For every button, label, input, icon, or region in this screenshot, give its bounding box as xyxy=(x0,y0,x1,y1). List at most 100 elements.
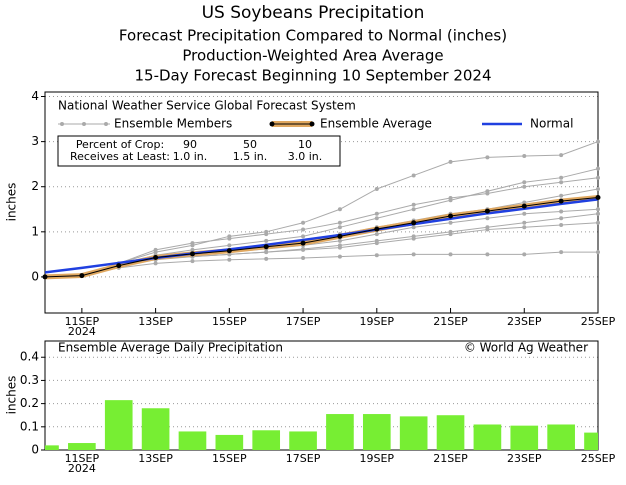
legend-swatch xyxy=(104,122,108,126)
plot-frame xyxy=(44,340,599,451)
y-tick-label: 0.4 xyxy=(20,350,39,364)
member-point xyxy=(596,250,600,255)
member-point xyxy=(485,155,490,160)
legend-label: Ensemble Members xyxy=(114,117,232,131)
bar xyxy=(45,445,59,450)
member-point xyxy=(448,195,453,200)
panel-title: Ensemble Average Daily Precipitation xyxy=(58,341,283,355)
member-point xyxy=(522,252,527,257)
member-point xyxy=(596,220,600,225)
chart-subtitle: Forecast Precipitation Compared to Norma… xyxy=(119,27,507,45)
member-point xyxy=(559,153,564,158)
legend-swatch xyxy=(269,121,275,127)
legend-swatch xyxy=(309,121,315,127)
average-point xyxy=(300,240,306,246)
chart-title: US Soybeans Precipitation xyxy=(202,3,425,23)
member-point xyxy=(264,238,269,243)
average-point xyxy=(374,226,380,232)
member-point xyxy=(301,227,306,232)
member-point xyxy=(190,259,195,264)
member-point xyxy=(596,166,600,171)
x-tick-label: 17SEP xyxy=(286,315,321,328)
bar xyxy=(178,431,207,450)
chart-subtitle: Production-Weighted Area Average xyxy=(182,47,443,65)
member-point xyxy=(411,252,416,257)
member-point xyxy=(411,202,416,207)
legend-swatch xyxy=(82,122,86,126)
member-point xyxy=(301,234,306,239)
member-point xyxy=(337,225,342,230)
bar xyxy=(510,425,539,450)
average-point xyxy=(337,233,343,239)
member-point xyxy=(227,243,232,248)
member-point xyxy=(264,232,269,237)
bar xyxy=(362,414,391,450)
member-point xyxy=(522,154,527,159)
x-tick-label: 13SEP xyxy=(138,452,173,465)
average-point xyxy=(116,263,122,269)
average-point xyxy=(153,255,159,261)
x-tick-label: 11SEP xyxy=(65,452,100,465)
x-tick-label: 17SEP xyxy=(286,452,321,465)
bar xyxy=(215,434,244,450)
member-point xyxy=(522,211,527,216)
y-tick-label: 3 xyxy=(31,134,39,148)
x-tick-label: 23SEP xyxy=(507,315,542,328)
member-point xyxy=(153,247,158,252)
average-point xyxy=(189,251,195,257)
crop-table-cell: 90 xyxy=(183,138,197,151)
average-point xyxy=(558,198,564,204)
member-point xyxy=(337,238,342,243)
member-point xyxy=(337,207,342,212)
member-point xyxy=(190,241,195,246)
x-tick-label: 15SEP xyxy=(212,315,247,328)
y-axis-label: inches xyxy=(5,183,19,222)
crop-table-cell: Percent of Crop: xyxy=(76,138,164,151)
x-tick-label: 21SEP xyxy=(433,315,468,328)
y-tick-label: 1 xyxy=(31,224,39,238)
crop-table-cell: 10 xyxy=(298,138,312,151)
member-point xyxy=(374,216,379,221)
member-point xyxy=(411,234,416,239)
member-point xyxy=(337,243,342,248)
member-point xyxy=(522,225,527,230)
legend-title: National Weather Service Global Forecast… xyxy=(58,99,356,113)
x-year-label: 2024 xyxy=(68,325,96,338)
member-point xyxy=(559,180,564,185)
member-point xyxy=(485,252,490,257)
member-point xyxy=(153,261,158,266)
bar xyxy=(399,416,428,450)
member-point xyxy=(448,229,453,234)
x-tick-label: 25SEP xyxy=(581,315,616,328)
bar xyxy=(252,430,281,450)
credit: © World Ag Weather xyxy=(464,341,588,355)
y-tick-label: 0.3 xyxy=(20,373,39,387)
line xyxy=(45,197,598,278)
member-point xyxy=(301,220,306,225)
average-point xyxy=(42,274,48,280)
member-point xyxy=(411,207,416,212)
legend-swatch xyxy=(60,122,64,126)
member-point xyxy=(485,216,490,221)
x-tick-label: 19SEP xyxy=(360,452,395,465)
member-point xyxy=(264,256,269,261)
member-point xyxy=(411,173,416,178)
bar xyxy=(326,414,354,450)
bar xyxy=(141,408,170,450)
member-point xyxy=(559,175,564,180)
member-point xyxy=(559,193,564,198)
member-point xyxy=(264,250,269,255)
x-tick-label: 23SEP xyxy=(507,452,542,465)
average-point xyxy=(263,244,269,250)
member-point xyxy=(227,252,232,257)
y-tick-label: 0 xyxy=(31,443,39,457)
crop-table-cell: 1.0 in. xyxy=(173,150,208,163)
bar xyxy=(547,424,575,450)
x-tick-label: 25SEP xyxy=(581,452,616,465)
member-point xyxy=(411,225,416,230)
average-point xyxy=(79,273,85,279)
y-axis-label: inches xyxy=(5,376,19,415)
crop-table-cell: 1.5 in. xyxy=(233,150,268,163)
member-point xyxy=(559,216,564,221)
